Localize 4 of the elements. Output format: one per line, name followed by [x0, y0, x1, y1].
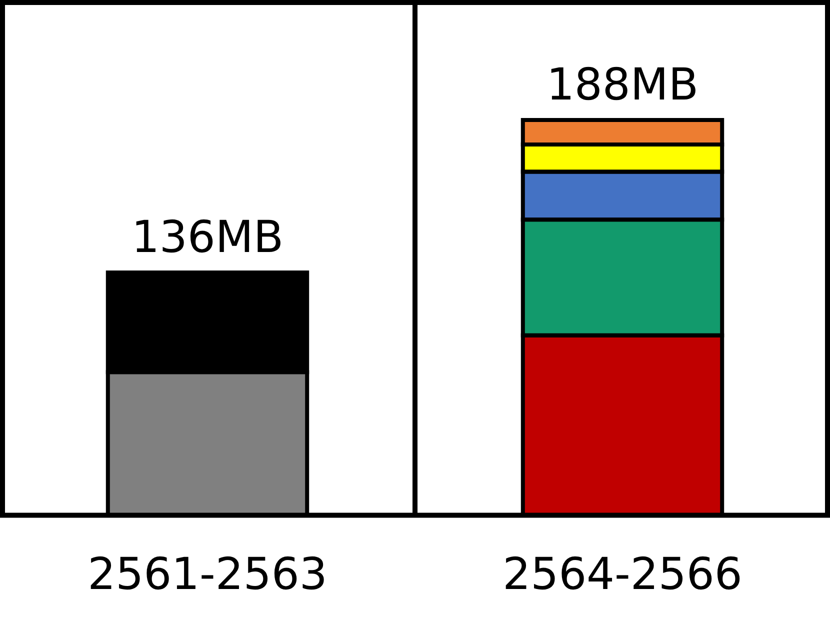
annotation: 188MB: [546, 59, 699, 110]
x-tick-label: 2564-2566: [502, 549, 742, 600]
annotation: 136MB: [131, 212, 284, 263]
x-tick-label: 2561-2563: [88, 549, 328, 600]
